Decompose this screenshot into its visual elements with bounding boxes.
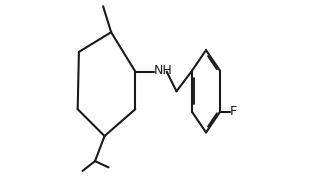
Text: F: F	[230, 105, 237, 118]
Text: NH: NH	[154, 64, 173, 77]
